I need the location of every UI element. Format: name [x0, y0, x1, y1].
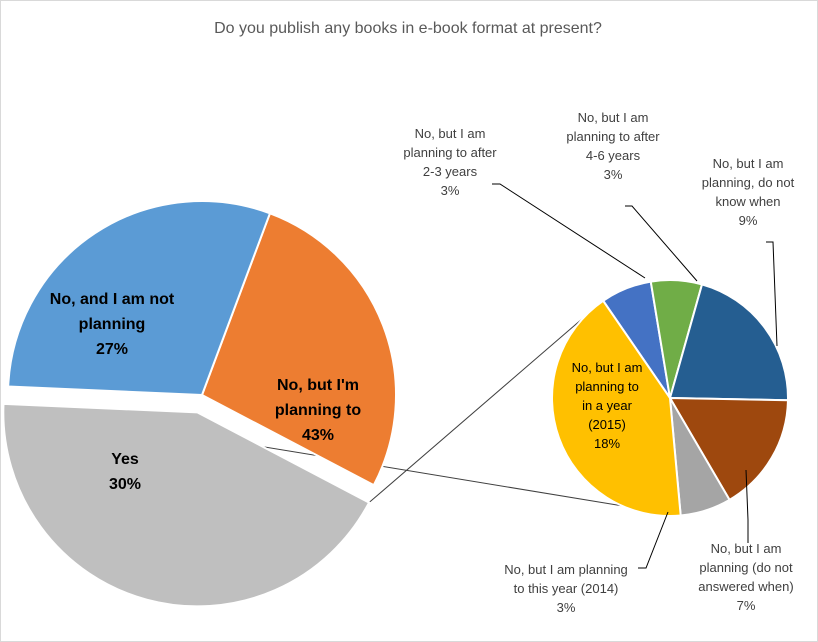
data-label-secondary-5-line: 3%: [557, 600, 576, 615]
leader-line-4: [745, 469, 749, 543]
data-label-secondary-1: No, but I am planning to after 2-3 years 3%: [403, 126, 497, 198]
main-pie: [2, 200, 397, 608]
leader-line-2: [625, 205, 698, 282]
data-labels: No, and I am not planning 27% No, but I'm pl…: [50, 110, 795, 615]
secondary-pie: [551, 279, 789, 517]
leader-line-3: [766, 241, 778, 347]
secondary-slice-no-but-i-am-planning-do-not-answered-when: [668, 396, 789, 502]
main-slice-yes: [7, 200, 272, 397]
data-label-secondary-1-line: planning to after: [403, 145, 497, 160]
data-label-secondary-5-line: No, but I am planning: [504, 562, 628, 577]
data-label-secondary-3-line: 9%: [739, 213, 758, 228]
data-label-secondary-1-line: No, but I am: [415, 126, 486, 141]
data-label-secondary-6: No, but I am planning to in a year (2015) 18…: [572, 360, 643, 451]
data-label-secondary-4-line: No, but I am: [711, 541, 782, 556]
data-label-secondary-1-line: 3%: [441, 183, 460, 198]
data-label-secondary-2-line: 3%: [604, 167, 623, 182]
data-label-secondary-6-line: No, but I am: [572, 360, 643, 375]
data-label-secondary-1-line: 2-3 years: [423, 164, 478, 179]
data-label-main-no-but-i-m-line: No, but I'm: [277, 377, 359, 394]
data-label-secondary-6-line: 18%: [594, 436, 620, 451]
data-label-secondary-5: No, but I am planning to this year (2014)…: [504, 562, 628, 615]
data-label-secondary-3-line: know when: [715, 194, 780, 209]
secondary-slice-no-but-i-am-planning-do-not-know-when: [668, 283, 789, 402]
data-label-main-no-and-i-am-not: No, and I am not planning 27%: [50, 291, 175, 358]
data-label-secondary-5-line: to this year (2014): [514, 581, 619, 596]
data-label-secondary-4-line: 7%: [737, 598, 756, 613]
data-label-main-no-and-i-am-not-line: 27%: [96, 341, 128, 358]
leader-line-5: [638, 511, 669, 569]
data-label-secondary-6-line: planning to: [575, 379, 639, 394]
secondary-slice-no-but-i-am-planning-to-in-a-year-2015: [551, 299, 682, 517]
data-label-secondary-3-line: No, but I am: [713, 156, 784, 171]
data-label-secondary-3: No, but I am planning, do not know when 9%: [702, 156, 795, 228]
data-label-main-yes-line: 30%: [109, 476, 141, 493]
data-label-secondary-6-line: in a year: [582, 398, 633, 413]
data-label-secondary-2-line: 4-6 years: [586, 148, 641, 163]
data-label-main-yes-line: Yes: [111, 451, 139, 468]
data-label-secondary-4: No, but I am planning (do not answered whe…: [698, 541, 793, 613]
data-label-secondary-6-line: (2015): [588, 417, 626, 432]
main-slice-no-but-i-m: [2, 402, 371, 608]
data-label-main-no-but-i-m-line: 43%: [302, 427, 334, 444]
leader-line-1: [492, 183, 646, 279]
data-label-secondary-2: No, but I am planning to after 4-6 years 3%: [566, 110, 660, 182]
data-label-secondary-2-line: planning to after: [566, 129, 660, 144]
data-label-secondary-4-line: planning (do not: [699, 560, 793, 575]
connector-line-top: [368, 300, 604, 503]
data-label-secondary-2-line: No, but I am: [578, 110, 649, 125]
data-label-main-yes: Yes 30%: [109, 451, 141, 493]
data-label-main-no-and-i-am-not-line: No, and I am not: [50, 291, 175, 308]
data-label-main-no-but-i-m: No, but I'm planning to 43%: [275, 377, 361, 444]
data-label-main-no-and-i-am-not-line: planning: [79, 316, 146, 333]
data-label-main-no-but-i-m-line: planning to: [275, 402, 361, 419]
chart-title: Do you publish any books in e-book forma…: [214, 20, 602, 37]
leader-lines: [492, 183, 778, 569]
data-label-secondary-3-line: planning, do not: [702, 175, 795, 190]
data-label-secondary-4-line: answered when): [698, 579, 793, 594]
main-slice-no-and-i-am-not: [200, 212, 397, 487]
